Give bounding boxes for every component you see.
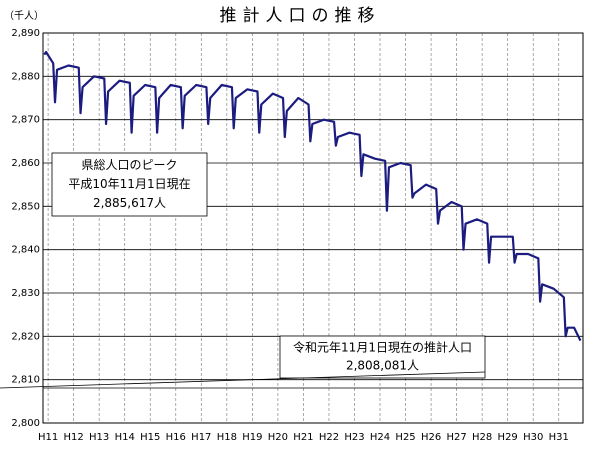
x-tick-label: H28 [472,432,492,443]
annotation-arrow [0,371,486,389]
x-tick-label: H31 [549,432,569,443]
x-tick-label: H21 [293,432,313,443]
x-tick-label: H14 [115,432,135,443]
x-tick-label: H12 [64,432,84,443]
y-tick-label: 2,800 [11,418,40,429]
y-tick-label: 2,840 [11,245,40,256]
annotation-text: 令和元年11月1日現在の推計人口 [293,340,472,355]
y-tick-label: 2,890 [11,28,40,39]
y-tick-label: 2,810 [11,375,40,386]
x-tick-label: H11 [38,432,58,443]
x-tick-label: H30 [523,432,543,443]
x-tick-label: H20 [268,432,288,443]
x-tick-label: H24 [370,432,390,443]
x-tick-label: H16 [166,432,186,443]
x-tick-label: H25 [395,432,415,443]
x-tick-label: H19 [242,432,262,443]
data-line [43,50,582,342]
x-tick-label: H27 [446,432,466,443]
annotation-box [51,152,208,217]
annotation-text: 2,808,081人 [346,359,419,373]
annotation-text: 県総人口のピーク [81,158,177,172]
x-tick-label: H18 [217,432,237,443]
y-tick-label: 2,880 [11,71,40,82]
y-tick-label: 2,820 [11,331,40,342]
x-tick-label: H23 [344,432,364,443]
x-tick-label: H17 [191,432,211,443]
y-unit: （千人） [4,10,44,22]
x-tick-label: H22 [319,432,339,443]
y-tick-label: 2,860 [11,158,40,169]
y-tick-label: 2,870 [11,115,40,126]
y-tick-label: 2,830 [11,288,40,299]
annotation-box [279,335,486,379]
x-tick-label: H26 [421,432,441,443]
chart-title: 推計人口の推移 [220,6,381,26]
x-tick-label: H13 [89,432,109,443]
x-tick-label: H29 [498,432,518,443]
y-tick-label: 2,850 [11,201,40,212]
annotation-text: 2,885,617人 [93,196,166,210]
annotation-text: 平成10年11月1日現在 [68,177,190,191]
x-tick-label: H15 [140,432,160,443]
